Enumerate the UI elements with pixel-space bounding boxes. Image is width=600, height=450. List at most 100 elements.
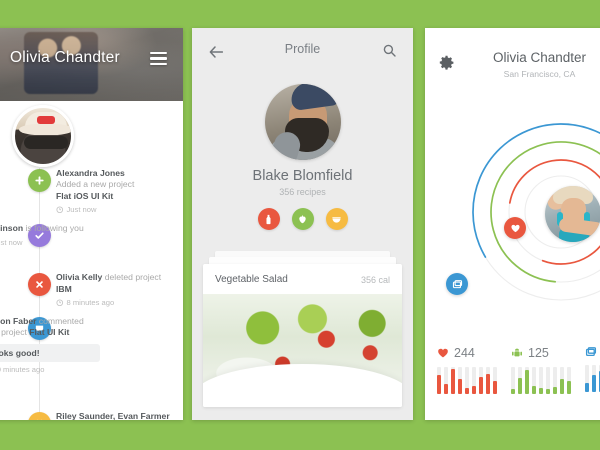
feed-time-label: 8 minutes ago (66, 298, 115, 308)
bar-slot (479, 367, 483, 394)
feed-timestamp: Just now (0, 238, 100, 247)
bar-chart (437, 367, 511, 394)
orbit-rings (425, 102, 600, 317)
feed-actor: Alexandra Jones (56, 168, 125, 178)
feed-timestamp: 8 minutes ago (56, 298, 173, 307)
recipe-title: Vegetable Salad (215, 274, 288, 285)
stat-header: 125 (511, 346, 585, 360)
feed-action: Added a new project (56, 179, 135, 190)
feed-actor: Dickinson (0, 223, 24, 234)
list-item-left: Dickinson is following you Just now (0, 223, 100, 246)
bar-slot (546, 367, 550, 394)
avatar[interactable] (545, 186, 600, 242)
list-item-text: Dickinson is following you (0, 223, 100, 234)
stat-header: 244 (437, 346, 511, 360)
stat-health: 244 (437, 346, 511, 394)
profile-panel: Profile Blake Blomfield 356 recipes (192, 28, 413, 420)
bar-slot (592, 365, 596, 392)
bar-slot (567, 367, 571, 394)
android-icon (512, 348, 522, 357)
check-icon (28, 224, 51, 248)
recipe-photo (203, 294, 402, 407)
heart-icon (28, 412, 51, 420)
list-item-text: Olivia Kelly deleted project IBM (56, 272, 173, 295)
feed-actor: Riley Saunder, Evan Farmer (56, 411, 170, 420)
camera-icon (585, 347, 597, 357)
profile-subtitle: 356 recipes (279, 187, 326, 197)
list-item[interactable]: Riley Saunder, Evan Farmer and 5 other p… (0, 411, 183, 420)
feed-time-label: Just now (0, 237, 23, 247)
recipe-calories: 356 cal (360, 274, 390, 285)
hamburger-icon[interactable] (150, 52, 167, 65)
search-icon[interactable] (383, 44, 396, 57)
list-item[interactable]: Alexandra Jones Added a new project Flat… (0, 168, 183, 214)
feed-header-title: Olivia Chandter (10, 49, 120, 66)
list-item[interactable]: Olivia Kelly deleted project IBM 8 minut… (0, 272, 183, 307)
bottle-icon[interactable] (257, 208, 280, 230)
bar-slot (585, 365, 589, 392)
bar-chart (511, 367, 585, 394)
bar-slot (451, 367, 455, 394)
bar-slot (539, 367, 543, 394)
bar-slot (458, 367, 462, 394)
page-title: Profile (284, 42, 321, 56)
bar-slot (560, 367, 564, 394)
gear-icon[interactable] (439, 55, 454, 70)
feed-action: is following you (25, 223, 84, 234)
stat-header (585, 346, 600, 358)
bar-slot (518, 367, 522, 394)
bar-slot (511, 367, 515, 394)
feed-target: IBM (56, 283, 72, 294)
feed-target: Flat UI Kit (29, 327, 70, 338)
activity-stats: 244 125 (425, 346, 600, 394)
photos-orbit-badge[interactable] (446, 273, 468, 295)
apple-icon[interactable] (291, 208, 314, 230)
bar-slot (493, 367, 497, 394)
close-icon (28, 273, 51, 297)
bar-slot (444, 367, 448, 394)
bar-slot (472, 367, 476, 394)
feed-target: Flat iOS UI Kit (56, 190, 114, 201)
list-item-text: Riley Saunder, Evan Farmer and 5 other p… (56, 411, 173, 420)
feed-timestamp: Just now (56, 205, 173, 214)
avatar[interactable] (12, 105, 74, 167)
comment-icon (28, 317, 51, 341)
recipe-card[interactable]: Vegetable Salad 356 cal (203, 264, 402, 407)
list-item-text: Alexandra Jones Added a new project Flat… (56, 168, 173, 202)
feed-actor: Allison Faber (0, 316, 37, 327)
activity-feed-panel: Olivia Chandter Alexandra Jones Added a … (0, 28, 183, 420)
comment-bubble: Looks good! (0, 343, 100, 362)
feed-timestamp: 10 minutes ago (0, 365, 100, 374)
bar-slot (525, 367, 529, 394)
bar-slot (465, 367, 469, 394)
bar-slot (486, 367, 490, 394)
recipe-card-header: Vegetable Salad 356 cal (203, 264, 402, 293)
list-item[interactable]: Allison Faber commented your project Fla… (0, 316, 183, 402)
arrow-left-icon[interactable] (209, 45, 224, 58)
profile-name: Blake Blomfield (252, 168, 353, 184)
bar-slot (532, 367, 536, 394)
list-item-left: Allison Faber commented your project Fla… (0, 316, 100, 374)
bar-chart (585, 365, 600, 392)
bar-slot (553, 367, 557, 394)
health-orbit-badge[interactable] (504, 217, 526, 239)
recipe-card-stack: Vegetable Salad 356 cal (203, 251, 402, 420)
stat-apps: 125 (511, 346, 585, 394)
list-item[interactable]: Dickinson is following you Just now (0, 223, 183, 263)
feed-action: deleted project (104, 272, 162, 283)
stat-value: 244 (454, 346, 475, 360)
clock-icon (56, 299, 64, 306)
dashboard-panel: Olivia Chandter San Francisco, CA (425, 28, 600, 420)
bar-slot (437, 367, 441, 394)
avatar[interactable] (264, 84, 341, 160)
stat-value: 125 (528, 346, 549, 360)
feed-actor: Olivia Kelly (56, 272, 103, 283)
plate-shape (203, 364, 402, 407)
stat-photos (585, 346, 600, 394)
green-ring (490, 141, 600, 283)
list-item-text: Allison Faber commented your project Fla… (0, 316, 100, 339)
heart-icon (438, 348, 448, 358)
bowl-icon[interactable] (325, 208, 348, 230)
feed-time-label: 10 minutes ago (0, 364, 45, 374)
